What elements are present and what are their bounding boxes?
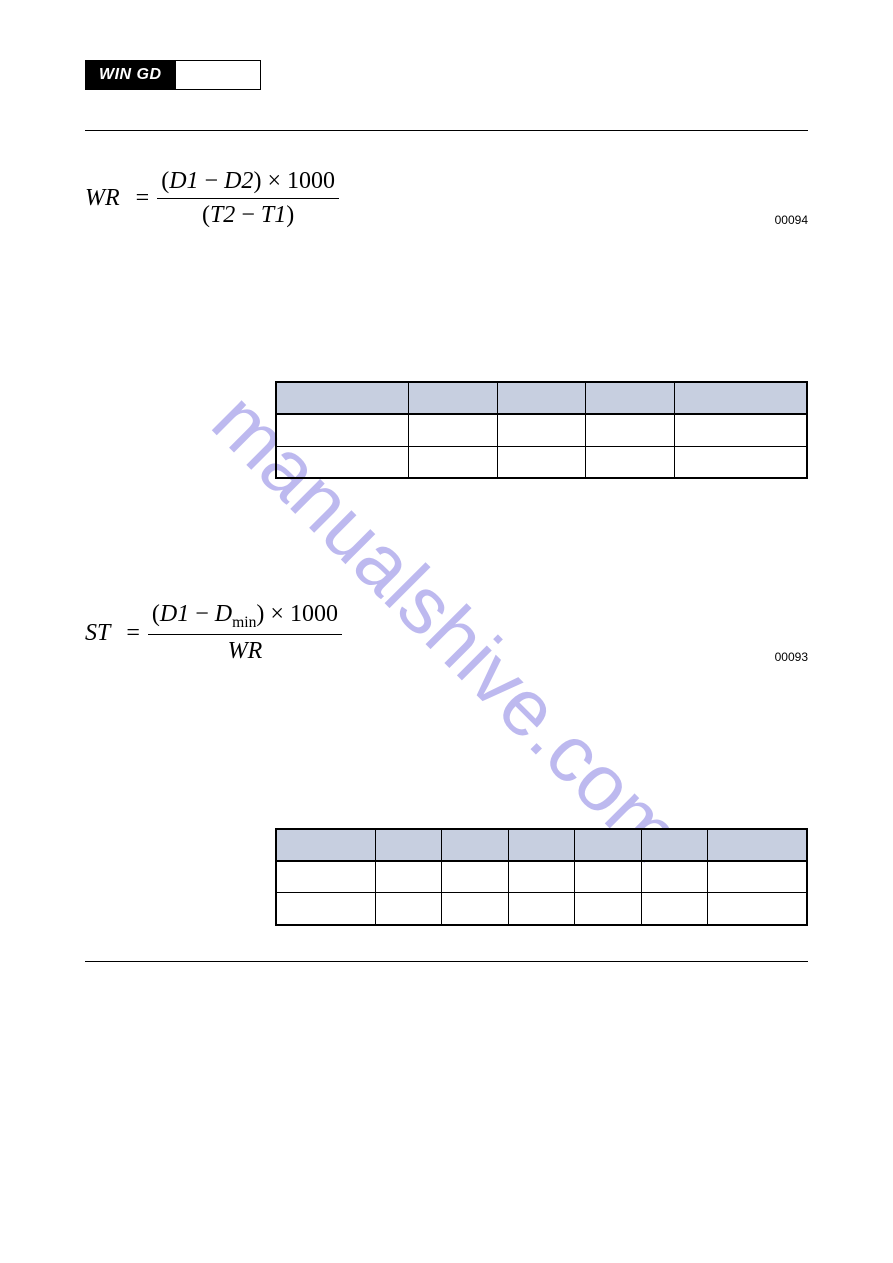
table-cell	[508, 861, 574, 893]
fraction-bar	[157, 198, 339, 199]
page-header: WIN GD	[85, 60, 808, 90]
table-row	[276, 414, 807, 446]
table-cell	[276, 893, 376, 925]
table-2-container	[275, 828, 808, 926]
table-cell	[707, 893, 807, 925]
fraction-bar	[148, 634, 342, 635]
const-1000: 1000	[287, 168, 335, 194]
table-header-row	[276, 382, 807, 414]
table-cell	[376, 893, 442, 925]
var-t1: T1	[261, 202, 286, 228]
table-cell	[276, 446, 409, 478]
table-header-cell	[586, 382, 675, 414]
table-cell	[575, 861, 641, 893]
table-header-cell	[442, 829, 508, 861]
table-header-cell	[376, 829, 442, 861]
var-d1: D1	[169, 168, 198, 194]
table-1	[275, 381, 808, 479]
table-header-cell	[575, 829, 641, 861]
equation-number: 00093	[775, 650, 808, 664]
table-header-row	[276, 829, 807, 861]
table-cell	[641, 893, 707, 925]
table-cell	[442, 893, 508, 925]
formula-lhs: WR	[85, 185, 120, 212]
table-cell	[442, 861, 508, 893]
table-cell	[497, 414, 586, 446]
table-cell	[586, 414, 675, 446]
equals-sign: =	[126, 620, 140, 647]
table-header-cell	[409, 382, 498, 414]
table-cell	[674, 446, 807, 478]
var-dmin-base: D	[215, 601, 232, 627]
table-1-container	[275, 381, 808, 479]
table-row	[276, 861, 807, 893]
equation-number: 00094	[775, 213, 808, 227]
formula-st: ST = (D1 − Dmin) × 1000 WR 00093	[85, 599, 808, 667]
table-cell	[276, 861, 376, 893]
page-container: WIN GD WR = (D1 − D2) × 1000 (T2 − T1) 0…	[0, 0, 893, 1263]
var-dmin-sub: min	[232, 614, 256, 631]
var-t2: T2	[210, 202, 235, 228]
table-header-cell	[276, 829, 376, 861]
var-d2: D2	[224, 168, 253, 194]
table-cell	[586, 446, 675, 478]
header-empty-box	[176, 60, 261, 90]
equals-sign: =	[136, 185, 150, 212]
table-header-cell	[508, 829, 574, 861]
footer-divider	[85, 961, 808, 962]
denominator: (T2 − T1)	[198, 200, 298, 231]
var-d1: D1	[160, 601, 189, 627]
table-header-cell	[641, 829, 707, 861]
table-cell	[641, 861, 707, 893]
table-row	[276, 446, 807, 478]
table-cell	[674, 414, 807, 446]
table-header-cell	[276, 382, 409, 414]
table-2	[275, 828, 808, 926]
header-divider	[85, 130, 808, 131]
brand-logo: WIN GD	[85, 60, 176, 90]
const-1000: 1000	[290, 601, 338, 627]
denominator: WR	[224, 636, 267, 667]
fraction: (D1 − Dmin) × 1000 WR	[148, 599, 342, 667]
numerator: (D1 − D2) × 1000	[157, 166, 339, 197]
fraction: (D1 − D2) × 1000 (T2 − T1)	[157, 166, 339, 231]
table-cell	[409, 446, 498, 478]
table-cell	[409, 414, 498, 446]
table-cell	[707, 861, 807, 893]
table-header-cell	[674, 382, 807, 414]
table-header-cell	[707, 829, 807, 861]
table-row	[276, 893, 807, 925]
table-cell	[276, 414, 409, 446]
table-cell	[497, 446, 586, 478]
formula-wr: WR = (D1 − D2) × 1000 (T2 − T1) 00094	[85, 166, 808, 231]
table-header-cell	[497, 382, 586, 414]
formula-lhs: ST	[85, 620, 110, 647]
table-cell	[376, 861, 442, 893]
table-cell	[508, 893, 574, 925]
numerator: (D1 − Dmin) × 1000	[148, 599, 342, 633]
table-cell	[575, 893, 641, 925]
